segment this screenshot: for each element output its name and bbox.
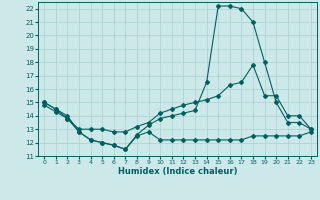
X-axis label: Humidex (Indice chaleur): Humidex (Indice chaleur) [118,167,237,176]
